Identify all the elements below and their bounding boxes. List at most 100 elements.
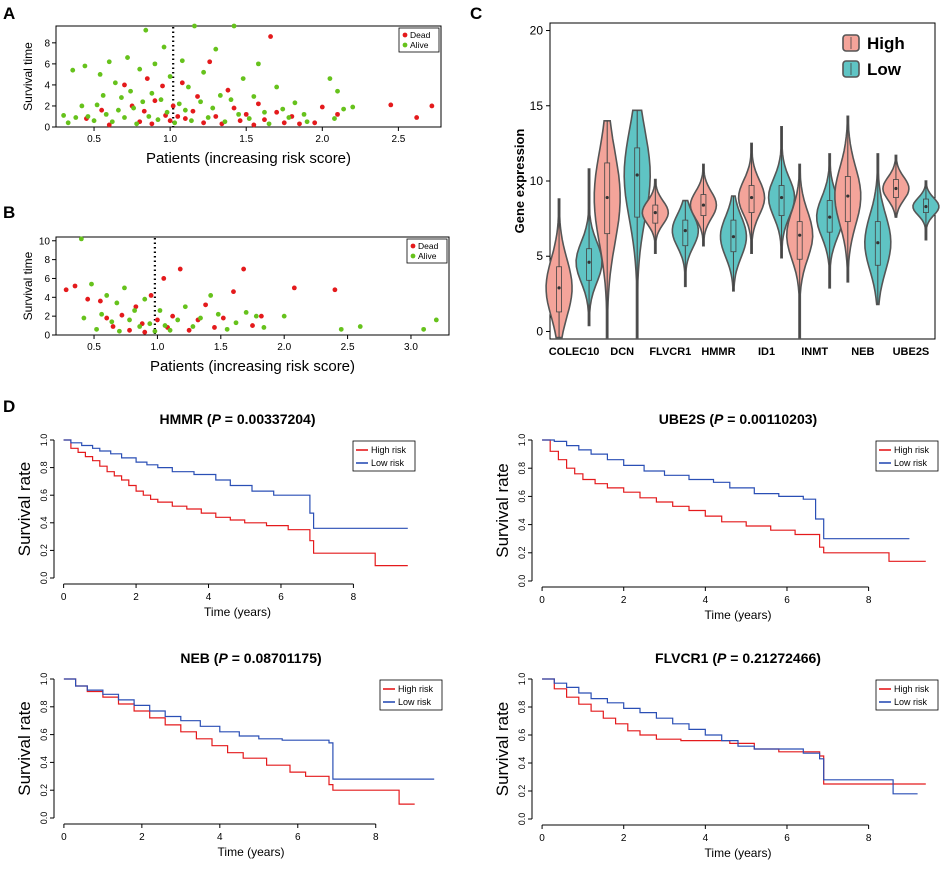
alive-point <box>332 116 337 121</box>
y-tick-label: 0.4 <box>39 756 49 769</box>
legend-box <box>379 679 443 711</box>
alive-point <box>104 293 110 298</box>
plot-frame <box>55 25 442 128</box>
x-tick-label: 6 <box>784 595 790 606</box>
alive-point <box>162 323 168 328</box>
alive-point <box>201 69 207 75</box>
dead-point <box>127 327 132 333</box>
y-axis-label: Survival rate <box>493 702 512 796</box>
y-tick-label: 0.2 <box>39 544 49 557</box>
alive-point <box>280 106 286 112</box>
alive-point <box>205 115 211 120</box>
alive-point <box>233 320 239 326</box>
dead-point <box>319 104 325 110</box>
alive-point <box>210 105 216 111</box>
y-tick-label: 1.0 <box>517 434 527 447</box>
km-title-gene: NEB ( <box>180 650 218 666</box>
x-axis-label: Patients (increasing risk score) <box>146 150 351 167</box>
box-median <box>828 215 832 219</box>
dead-point <box>312 120 318 126</box>
box-median <box>779 195 784 200</box>
y-axis-label: Survival rate <box>15 701 34 795</box>
dead-point <box>250 323 255 328</box>
category-label: INMT <box>801 346 828 358</box>
scatter-panel-b: 0.5 1.0 1.5 2.0 2.5 3.0 0 2 4 6 8 10 Patients (incre… <box>21 236 450 375</box>
alive-point <box>146 114 152 119</box>
high-risk-curve <box>542 439 926 562</box>
alive-point <box>73 115 79 120</box>
category-label: HMMR <box>701 346 735 358</box>
dead-point <box>243 111 249 117</box>
km-title-p: P <box>218 650 228 666</box>
dead-point <box>207 59 213 65</box>
x-tick-label: 0 <box>61 592 67 603</box>
y-tick-label: 0.4 <box>39 517 49 530</box>
alive-point <box>112 80 118 86</box>
km-title: FLVCR1 (P = 0.21272466) <box>655 650 821 666</box>
x-tick-label: 8 <box>866 595 872 606</box>
dead-point <box>161 276 167 281</box>
alive-point <box>192 23 197 29</box>
y-tick-label: 0.0 <box>39 572 49 585</box>
x-axis-label: Time (years) <box>218 845 285 859</box>
alive-point <box>246 116 252 121</box>
km-title-pvalue: = 0.00110203) <box>723 411 817 427</box>
alive-point <box>161 44 167 50</box>
legend-label: Low risk <box>371 458 405 468</box>
y-axis-label: Survival rate <box>15 462 34 556</box>
km-title-gene: UBE2S ( <box>659 411 715 427</box>
legend-box <box>352 440 416 472</box>
y-tick-label: 2 <box>44 101 50 112</box>
dead-point <box>104 315 110 321</box>
box-iqr <box>586 248 592 281</box>
x-tick-label: 4 <box>703 833 709 844</box>
dead-point <box>255 101 261 107</box>
category-label: DCN <box>610 346 634 358</box>
y-tick-label: 5 <box>536 249 543 263</box>
alive-point <box>208 293 214 298</box>
alive-point <box>65 120 71 126</box>
dead-point <box>281 120 287 126</box>
box-iqr <box>778 185 785 217</box>
dead-point <box>195 94 200 99</box>
alive-point <box>149 90 155 96</box>
legend-label: Dead <box>410 30 431 40</box>
alive-point <box>100 93 106 98</box>
dead-point <box>122 82 127 88</box>
box-iqr <box>844 176 851 223</box>
km-panel-neb: NEB (P = 0.08701175) 0 2 4 6 8 0.0 0.2 0.4 0.6 0.8… <box>15 650 443 859</box>
alive-point <box>97 71 103 77</box>
km-title-pvalue: = 0.08701175) <box>228 650 322 666</box>
box-iqr <box>682 219 689 247</box>
alive-point <box>190 324 196 329</box>
y-tick-label: 8 <box>44 255 50 266</box>
alive-point <box>286 115 292 120</box>
alive-point <box>261 325 267 330</box>
km-panel-hmmr: HMMR (P = 0.00337204) 0 2 4 6 8 0.0 0.2 0.4 0.6 0.… <box>15 411 416 619</box>
alive-point <box>179 58 185 64</box>
dead-point <box>155 317 160 323</box>
alive-point <box>164 109 170 115</box>
alive-point <box>142 296 148 302</box>
category-label: UBE2S <box>893 346 930 358</box>
legend-label: High risk <box>894 684 930 694</box>
alive-point <box>127 317 132 323</box>
alive-point <box>152 328 158 334</box>
legend-label: Low risk <box>894 458 928 468</box>
dead-point <box>225 87 231 93</box>
legend-marker <box>402 42 408 48</box>
legend-label: High risk <box>371 445 407 455</box>
x-tick-label: 0 <box>61 832 67 843</box>
alive-point <box>421 326 427 332</box>
dead-point <box>201 120 207 126</box>
alive-point <box>103 111 109 117</box>
legend-label: High risk <box>398 684 434 694</box>
y-tick-label: 0.2 <box>39 784 49 797</box>
alive-point <box>266 121 272 127</box>
x-tick-label: 8 <box>866 833 872 844</box>
legend-box <box>406 238 448 264</box>
y-tick-label: 4 <box>44 293 50 304</box>
x-tick-label: 6 <box>784 833 790 844</box>
alive-point <box>251 94 257 99</box>
dead-point <box>429 103 435 109</box>
